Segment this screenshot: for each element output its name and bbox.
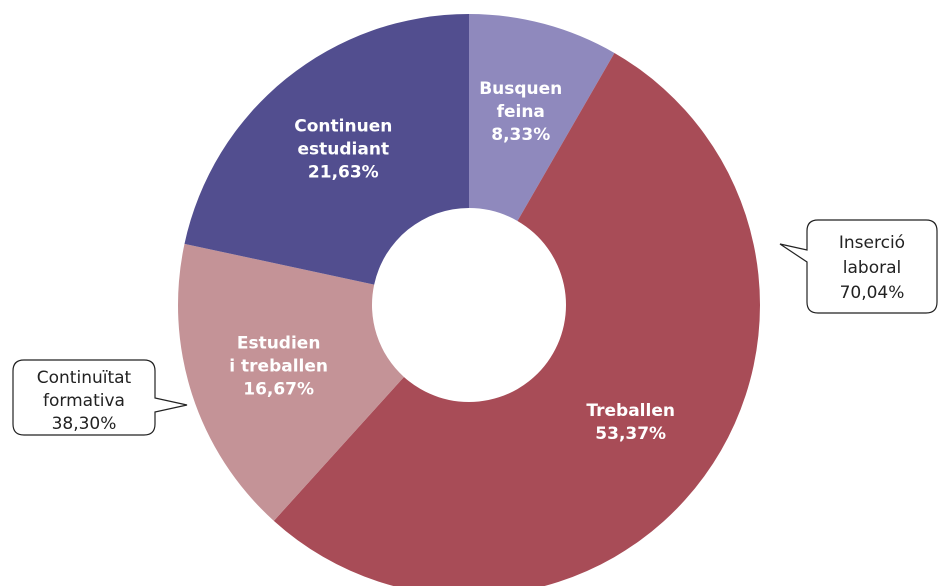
slice-label: Estudien (237, 333, 321, 353)
slice-label: Treballen (586, 401, 675, 421)
value-label: 21,63% (308, 162, 379, 182)
slice-label: Busquen (479, 79, 562, 99)
slice-label: i treballen (229, 356, 328, 376)
value-label: 8,33% (491, 125, 550, 145)
donut-slice (273, 52, 760, 586)
annotation-text: Continuïtat (37, 368, 132, 388)
annotation-text: formativa (43, 391, 125, 411)
annotation-text: 38,30% (52, 414, 117, 434)
annotation-text: Inserció (839, 233, 905, 253)
callout-box (12, 359, 188, 436)
annotation-text: 70,04% (840, 283, 905, 303)
annotation-text: laboral (843, 258, 901, 278)
value-label: 53,37% (595, 424, 666, 444)
donut-slice (184, 14, 469, 285)
value-label: 16,67% (243, 379, 314, 399)
donut-slice (469, 14, 615, 221)
slice-label: feina (497, 102, 545, 122)
slice-label: Continuen (294, 116, 392, 136)
callout-box (779, 219, 938, 314)
slice-label: estudiant (298, 139, 390, 159)
donut-slice (177, 243, 404, 521)
donut (177, 14, 760, 586)
